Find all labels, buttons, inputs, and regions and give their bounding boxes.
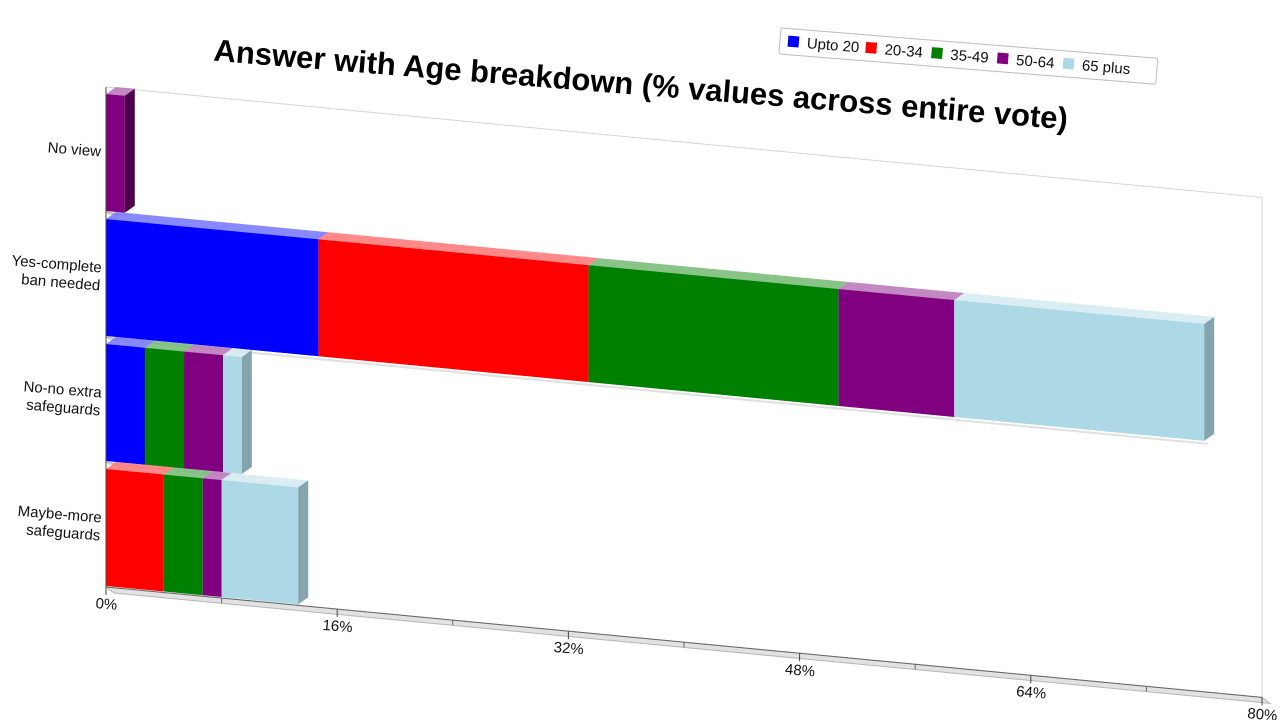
category-label-line: ban needed [21,271,101,294]
bar-top-face [184,344,234,356]
category-label-line: No-no extra [23,378,103,401]
bar-top-face [223,348,252,357]
bar-segment [318,232,599,383]
legend-swatch [1062,57,1075,70]
bar-front-face [184,351,224,473]
bar-segment [221,473,309,605]
x-tick-label: 0% [95,595,118,614]
category-label-line: safeguards [26,522,101,545]
bar-front-face [106,219,319,357]
legend: Upto 20 20-34 35-49 50-64 65 plus [778,27,1159,85]
bar-front-face [588,265,839,406]
legend-swatch [996,52,1009,65]
legend-swatch [865,41,878,54]
category-label: No view [47,139,102,160]
bar-side-face [1204,316,1215,441]
bar-top-face [221,473,309,488]
bar-segment [106,337,156,465]
bars [106,87,1215,609]
bar-segment [106,462,174,592]
x-tick-label: 80% [1247,705,1278,720]
axes: No view Yes-completeban needed No-no extra… [10,87,1278,720]
legend-label: 20-34 [884,41,924,61]
category-label-line: No view [47,139,102,160]
x-tick-label: 32% [553,639,584,658]
bar-top-face [202,471,232,481]
bar-segment [223,348,252,474]
category-label: Yes-completeban needed [10,252,103,294]
bar-top-face [145,340,195,352]
bar-top-face [106,337,156,348]
x-axis-floor [104,586,1272,705]
bar-front-face [106,94,125,213]
bar-top-face [163,467,213,479]
bar-segment [184,344,234,473]
bar-segment [838,281,965,418]
bar-top-face [106,212,329,240]
bar-segment [954,293,1215,441]
bar-segment [588,258,849,406]
bar-shadow [107,338,1209,445]
bar-top-face [106,87,135,96]
bar-front-face [838,288,955,418]
bar-top-face [318,232,599,266]
legend-label: 50-64 [1015,52,1055,72]
legend-swatch [931,47,943,60]
bar-segment [163,467,213,596]
x-tick-label: 48% [784,661,815,680]
bar-front-face [318,239,589,383]
legend-label: 65 plus [1081,57,1131,78]
bar-front-face [106,469,164,592]
category-label: No-no extrasafeguards [21,378,103,419]
bar-front-face [223,355,242,474]
bar-top-face [106,462,174,475]
bar-segment [106,87,135,213]
x-tick-label: 64% [1016,683,1047,702]
bar-segment [202,471,232,598]
bar-top-face [954,293,1215,324]
bar-front-face [221,480,299,605]
bar-side-face [124,88,135,213]
bar-side-face [241,349,252,474]
bar-front-face [202,478,222,598]
x-tick-label: 16% [322,617,353,636]
legend-label: Upto 20 [806,35,860,56]
legend-box [778,27,1159,85]
bar-front-face [106,344,146,465]
bar-top-face [588,258,849,289]
plot-frame [105,86,1263,698]
legend-swatch [787,35,800,48]
category-label-line: safeguards [26,397,101,420]
bar-front-face [954,300,1205,441]
bar-segment [106,212,329,357]
legend-label: 35-49 [950,47,990,67]
category-label-line: Maybe-more [17,503,102,527]
bar-front-face [163,474,203,596]
bar-front-face [145,347,185,469]
category-label: Maybe-moresafeguards [16,503,103,545]
bar-side-face [298,480,309,605]
bar-segment [145,340,195,469]
bar-top-face [838,281,965,301]
